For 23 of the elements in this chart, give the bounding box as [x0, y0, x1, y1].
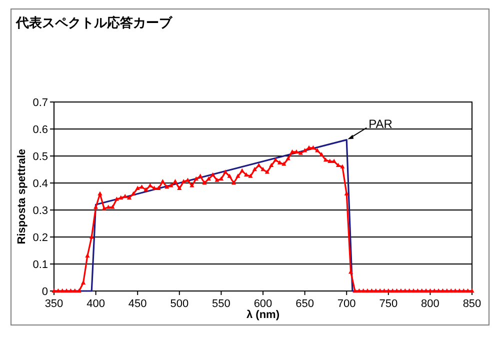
- x-tick-label: 850: [462, 298, 482, 310]
- x-tick-label: 650: [296, 298, 314, 310]
- y-tick-label: 0.2: [32, 232, 48, 244]
- x-tick-label: 800: [421, 298, 440, 310]
- x-tick-label: 350: [44, 298, 64, 310]
- y-tick-label: 0.4: [32, 178, 48, 190]
- x-tick-label: 600: [254, 298, 272, 310]
- x-tick-label: 750: [379, 298, 398, 310]
- y-tick-label: 0: [42, 286, 48, 298]
- x-tick-label: 400: [86, 298, 105, 310]
- y-tick-label: 0.7: [32, 97, 48, 109]
- y-tick-label: 0.6: [32, 124, 48, 136]
- y-tick-label: 0.1: [32, 259, 48, 271]
- y-axis-title: Risposta spettrale: [16, 148, 28, 244]
- chart-title: 代表スペクトル応答カーブ: [15, 15, 173, 30]
- annotation: PAR: [368, 116, 393, 131]
- x-tick-label: 500: [170, 298, 189, 310]
- x-tick-label: 450: [128, 298, 147, 310]
- x-tick-label: 550: [212, 298, 230, 310]
- y-tick-label: 0.3: [32, 205, 48, 217]
- x-tick-label: 700: [337, 298, 356, 310]
- y-tick-label: 0.5: [32, 151, 48, 163]
- x-axis-title: λ (nm): [246, 309, 280, 321]
